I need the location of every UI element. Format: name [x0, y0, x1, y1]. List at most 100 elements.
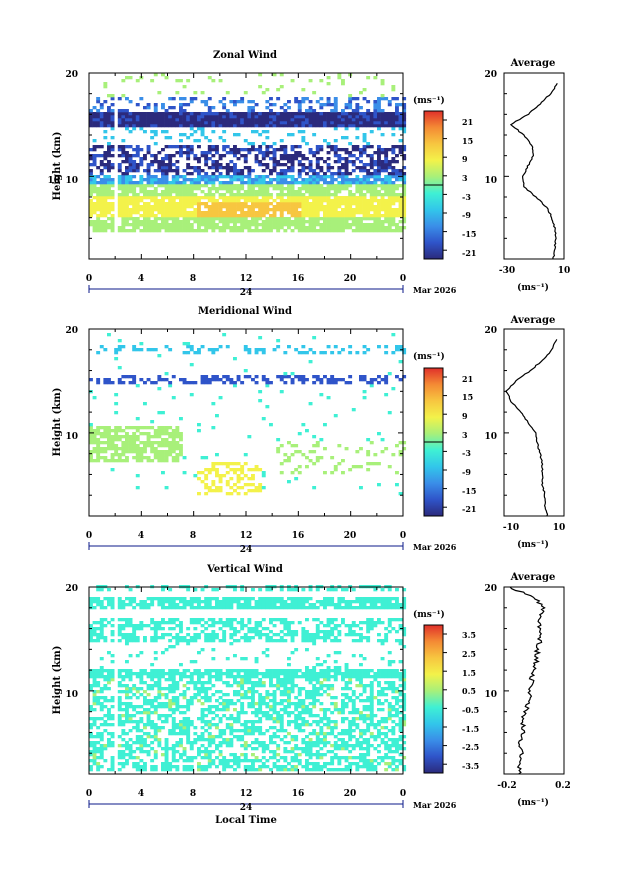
- heatmap-cell: [143, 115, 147, 119]
- heatmap-cell: [272, 711, 277, 715]
- heatmap-cell: [297, 450, 302, 454]
- heatmap-cell: [182, 597, 187, 601]
- heatmap-cell: [146, 193, 151, 197]
- heatmap-cell: [265, 747, 270, 751]
- heatmap-cell: [377, 172, 381, 176]
- heatmap-cell: [157, 702, 162, 706]
- heatmap-cell: [218, 217, 223, 221]
- heatmap-cell: [240, 687, 245, 691]
- heatmap-cell: [179, 720, 183, 724]
- heatmap-cell: [161, 606, 165, 610]
- heatmap-cell: [186, 202, 191, 206]
- heatmap-cell: [204, 136, 209, 140]
- heatmap-cell: [355, 208, 360, 212]
- heatmap-cell: [132, 211, 137, 215]
- heatmap-cell: [143, 765, 147, 769]
- heatmap-cell: [179, 444, 183, 448]
- heatmap-cell: [279, 678, 284, 682]
- heatmap-cell: [233, 654, 237, 658]
- heatmap-cell: [96, 426, 101, 430]
- heatmap-cell: [229, 220, 234, 224]
- heatmap-cell: [125, 157, 129, 161]
- heatmap-cell: [265, 636, 270, 640]
- heatmap-cell: [276, 184, 281, 188]
- heatmap-cell: [189, 145, 194, 149]
- heatmap-cell: [287, 154, 291, 158]
- heatmap-cell: [117, 214, 122, 218]
- heatmap-cell: [161, 181, 165, 185]
- heatmap-cell: [276, 687, 281, 691]
- heatmap-cell: [193, 627, 198, 631]
- heatmap-cell: [139, 378, 144, 382]
- heatmap-cell: [305, 211, 309, 215]
- heatmap-cell: [236, 151, 241, 155]
- heatmap-cell: [197, 208, 201, 212]
- heatmap-cell: [319, 97, 324, 101]
- heatmap-cell: [297, 163, 302, 167]
- heatmap-cell: [89, 603, 93, 607]
- heatmap-cell: [211, 762, 216, 766]
- heatmap-cell: [171, 723, 176, 727]
- heatmap-cell: [92, 627, 97, 631]
- heatmap-cell: [153, 217, 158, 221]
- heatmap-cell: [175, 160, 180, 164]
- heatmap-cell: [139, 184, 144, 188]
- heatmap-cell: [243, 345, 248, 349]
- heatmap-cell: [265, 654, 270, 658]
- heatmap-cell: [247, 229, 252, 233]
- heatmap-cell: [164, 214, 169, 218]
- heatmap-cell: [229, 378, 234, 382]
- heatmap-cell: [261, 702, 266, 706]
- heatmap-cell: [132, 115, 137, 119]
- heatmap-cell: [146, 175, 151, 179]
- heatmap-cell: [121, 178, 126, 182]
- heatmap-cell: [287, 345, 291, 349]
- heatmap-cell: [153, 115, 158, 119]
- heatmap-cell: [207, 166, 212, 170]
- heatmap-cell: [171, 678, 176, 682]
- heatmap-cell: [96, 187, 101, 191]
- heatmap-cell: [351, 160, 356, 164]
- heatmap-cell: [143, 732, 147, 736]
- heatmap-cell: [200, 345, 205, 349]
- heatmap-cell: [229, 166, 234, 170]
- heatmap-cell: [261, 699, 266, 703]
- heatmap-cell: [362, 217, 367, 221]
- heatmap-cell: [182, 97, 187, 101]
- heatmap-cell: [132, 600, 137, 604]
- heatmap-cell: [279, 172, 284, 176]
- heatmap-cell: [164, 202, 169, 206]
- heatmap-cell: [128, 211, 133, 215]
- heatmap-cell: [395, 112, 399, 116]
- heatmap-cell: [189, 115, 194, 119]
- heatmap-cell: [369, 157, 374, 161]
- heatmap-cell: [269, 699, 273, 703]
- heatmap-cell: [297, 211, 302, 215]
- heatmap-cell: [164, 621, 169, 625]
- heatmap-cell: [168, 199, 173, 203]
- heatmap-cell: [308, 360, 313, 364]
- heatmap-cell: [89, 675, 93, 679]
- heatmap-cell: [225, 726, 230, 730]
- heatmap-cell: [189, 345, 194, 349]
- heatmap-cell: [179, 744, 183, 748]
- heatmap-cell: [204, 597, 209, 601]
- heatmap-cell: [222, 375, 227, 379]
- heatmap-cell: [229, 100, 234, 104]
- heatmap-cell: [247, 627, 252, 631]
- heatmap-cell: [89, 639, 93, 643]
- heatmap-cell: [193, 672, 198, 676]
- heatmap-cell: [290, 229, 295, 233]
- heatmap-cell: [121, 202, 126, 206]
- heatmap-cell: [312, 226, 317, 230]
- heatmap-cell: [207, 486, 212, 490]
- heatmap-cell: [319, 166, 324, 170]
- heatmap-cell: [157, 624, 162, 628]
- heatmap-cell: [243, 124, 248, 128]
- heatmap-cell: [179, 184, 183, 188]
- heatmap-cell: [279, 211, 284, 215]
- heatmap-cell: [279, 702, 284, 706]
- heatmap-cell: [186, 217, 191, 221]
- heatmap-cell: [279, 112, 284, 116]
- heatmap-cell: [258, 486, 263, 490]
